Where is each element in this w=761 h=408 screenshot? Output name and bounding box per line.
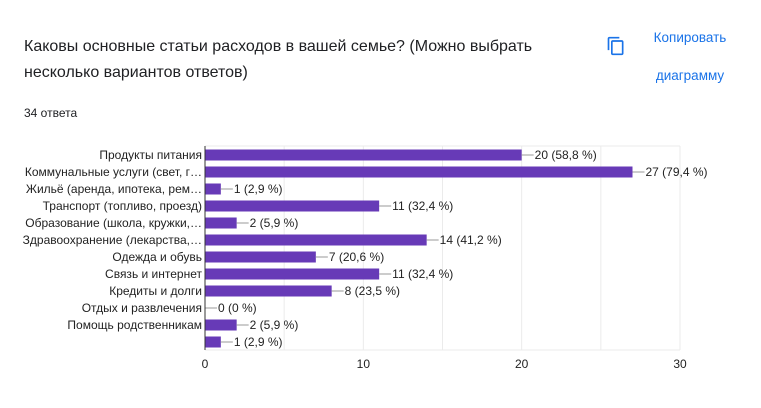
response-count: 34 ответа (24, 106, 78, 120)
bar (205, 149, 522, 161)
bar (205, 166, 633, 178)
x-tick-label: 30 (673, 357, 687, 371)
bar (205, 183, 221, 195)
data-label: 14 (41,2 %) (440, 233, 502, 247)
category-label: Помощь родственникам (67, 318, 202, 332)
copy-label-line1: Копировать (653, 30, 727, 45)
x-tick-label: 10 (357, 357, 371, 371)
bar (205, 319, 237, 331)
data-label: 2 (5,9 %) (250, 216, 299, 230)
category-label: Коммунальные услуги (свет, г… (25, 165, 202, 179)
category-label: Продукты питания (99, 148, 202, 162)
bar (205, 217, 237, 229)
category-label: Здравоохранение (лекарства,… (23, 233, 202, 247)
data-label: 8 (23,5 %) (345, 284, 400, 298)
bar (205, 200, 380, 212)
bar (205, 234, 427, 246)
copy-chart-button[interactable]: Копировать диаграмму (600, 16, 750, 83)
data-label: 7 (20,6 %) (329, 250, 384, 264)
category-label: Жильё (аренда, ипотека, рем… (26, 182, 202, 196)
data-label: 11 (32,4 %) (392, 199, 453, 213)
bar (205, 285, 332, 297)
category-label: Транспорт (топливо, проезд) (43, 199, 202, 213)
data-label: 20 (58,8 %) (535, 148, 597, 162)
data-label: 1 (2,9 %) (234, 182, 283, 196)
copy-icon (607, 36, 624, 56)
x-tick-label: 0 (202, 357, 209, 371)
data-label: 0 (0 %) (218, 301, 257, 315)
bar (205, 268, 380, 280)
x-tick-label: 20 (515, 357, 529, 371)
category-label: Связь и интернет (105, 267, 202, 281)
category-label: Образование (школа, кружки,… (25, 216, 202, 230)
bar (205, 336, 221, 348)
copy-label-line2: диаграмму (655, 68, 725, 83)
data-label: 27 (79,4 %) (646, 165, 708, 179)
category-label: Одежда и обувь (112, 250, 202, 264)
data-label: 1 (2,9 %) (234, 335, 283, 349)
data-label: 11 (32,4 %) (392, 267, 453, 281)
category-label: Кредиты и долги (109, 284, 202, 298)
category-label: Отдых и развлечения (82, 301, 202, 315)
question-title: Каковы основные статьи расходов в вашей … (24, 38, 533, 81)
bar (205, 251, 316, 263)
data-label: 2 (5,9 %) (250, 318, 299, 332)
